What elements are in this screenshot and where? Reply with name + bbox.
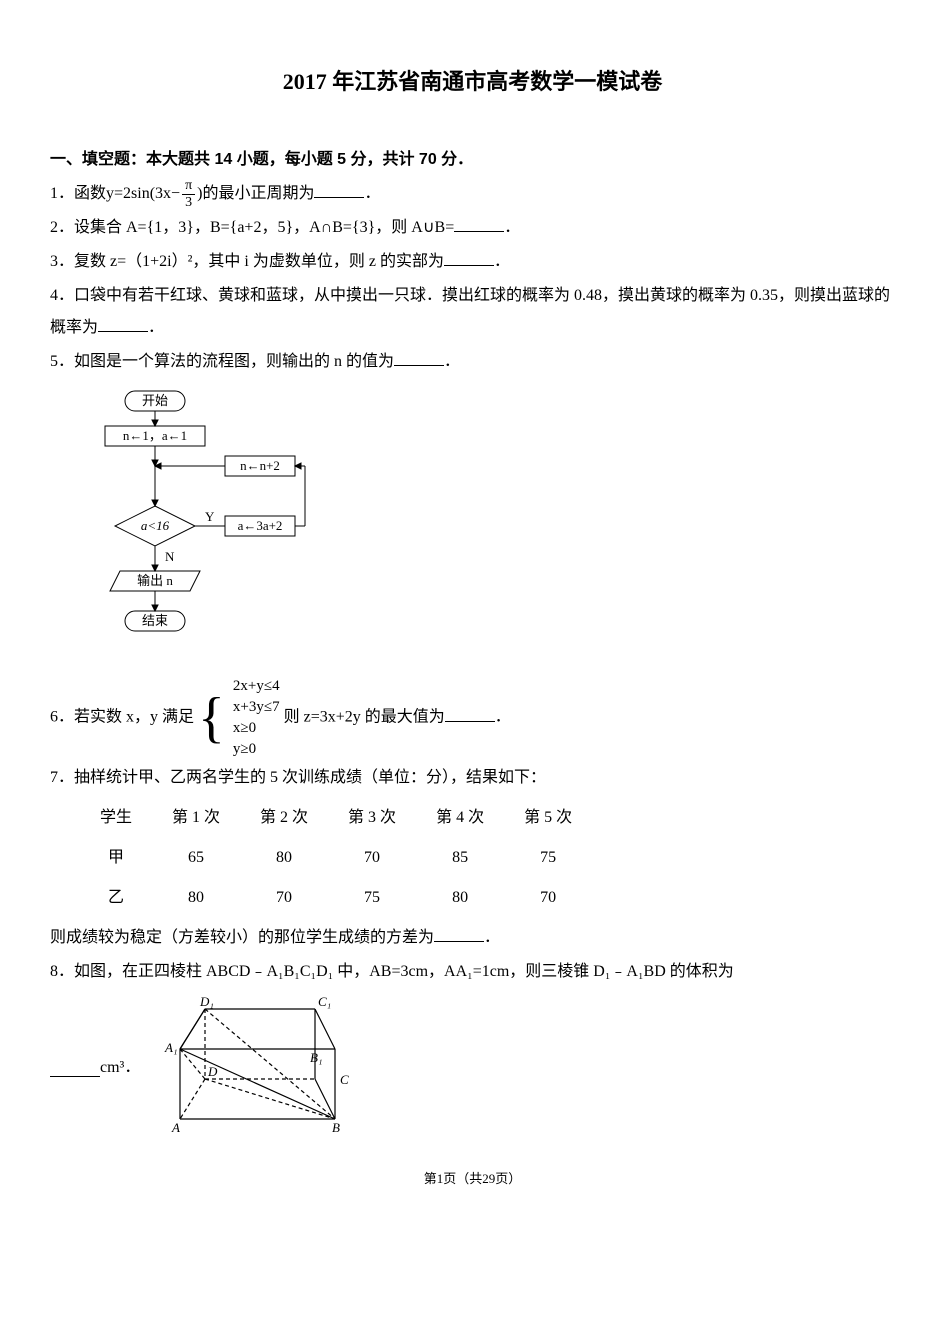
td: 75 [504,838,592,878]
score-table: 学生 第 1 次 第 2 次 第 3 次 第 4 次 第 5 次 甲 65 80… [80,798,592,918]
label-c1: C₁ [318,994,331,1009]
td: 80 [416,878,504,918]
sys-line1: 2x+y≤4 [233,676,280,697]
sys-line2: x+3y≤7 [233,697,280,718]
blank [314,181,364,198]
q6-text-b: 则 z=3x+2y 的最大值为 [284,709,445,726]
td: 70 [240,878,328,918]
question-1: 1．函数y=2sin(3x−π3)的最小正周期为 ． [50,178,895,210]
th-4: 第 4 次 [416,798,504,838]
q2-text-b: ． [504,219,520,236]
page-footer: 第1页（共29页） [50,1166,895,1192]
q5-text-b: ． [444,353,460,370]
table-row: 学生 第 1 次 第 2 次 第 3 次 第 4 次 第 5 次 [80,798,592,838]
sys-line4: y≥0 [233,739,280,760]
blank [394,349,444,366]
q4-text-b: ． [148,319,164,336]
frac-num: π [182,178,195,194]
question-7b: 则成绩较为稳定（方差较小）的那位学生成绩的方差为 ． [50,922,895,954]
question-7: 7．抽样统计甲、乙两名学生的 5 次训练成绩（单位：分），结果如下： [50,762,895,794]
th-5: 第 5 次 [504,798,592,838]
td: 甲 [80,838,152,878]
th-3: 第 3 次 [328,798,416,838]
q5-text: 5．如图是一个算法的流程图，则输出的 n 的值为 [50,353,394,370]
question-5: 5．如图是一个算法的流程图，则输出的 n 的值为 ． [50,346,895,378]
frac-den: 3 [182,195,195,210]
question-8-figure-line: cm³． [50,990,895,1146]
td: 75 [328,878,416,918]
flow-out: 输出 n [137,573,173,588]
td: 70 [504,878,592,918]
q3-text-b: ． [494,253,510,270]
question-8: 8．如图，在正四棱柱 ABCD﹣A₁B₁C₁D₁ 中，AB=3cm，AA₁=1c… [50,956,895,988]
th-student: 学生 [80,798,152,838]
th-2: 第 2 次 [240,798,328,838]
prism-figure: D₁ C₁ A₁ B₁ D C A B [160,994,360,1146]
q1-text-b: )的最小正周期为 [197,185,314,202]
td: 65 [152,838,240,878]
table-row: 乙 80 70 75 80 70 [80,878,592,918]
label-a1: A₁ [164,1040,177,1055]
q1-text-c: ． [364,185,380,202]
question-3: 3．复数 z=（1+2i）²，其中 i 为虚数单位，则 z 的实部为 ． [50,246,895,278]
blank [444,249,494,266]
flow-upd: a←3a+2 [238,518,283,533]
flowchart: 开始 n←1，a←1 n←n+2 a<16 Y a←3a+2 N 输出 n 结束 [90,386,895,668]
q3-text: 3．复数 z=（1+2i）²，其中 i 为虚数单位，则 z 的实部为 [50,253,444,270]
flow-end: 结束 [142,613,168,628]
flow-inc: n←n+2 [240,458,280,473]
q1-func: y=2sin(3x− [106,185,180,202]
q1-text-a: 1．函数 [50,185,106,202]
flow-cond: a<16 [141,518,170,533]
blank [445,705,495,722]
blank [50,1060,100,1077]
q6-text-a: 6．若实数 x，y 满足 [50,709,194,726]
q4-text: 4．口袋中有若干红球、黄球和蓝球，从中摸出一只球．摸出红球的概率为 0.48，摸… [50,287,890,336]
label-a: A [171,1120,180,1134]
label-d: D [207,1064,218,1079]
flow-init: n←1，a←1 [123,428,187,443]
flow-n: N [165,549,175,564]
sys-line3: x≥0 [233,718,280,739]
flow-y: Y [205,509,215,524]
td: 乙 [80,878,152,918]
label-b1: B₁ [310,1050,322,1065]
table-row: 甲 65 80 70 85 75 [80,838,592,878]
question-4: 4．口袋中有若干红球、黄球和蓝球，从中摸出一只球．摸出红球的概率为 0.48，摸… [50,280,895,344]
th-1: 第 1 次 [152,798,240,838]
q1-fraction: π3 [182,178,195,210]
q6-system: { 2x+y≤4 x+3y≤7 x≥0 y≥0 [198,676,280,760]
label-d1: D₁ [199,994,214,1009]
q7c-text: ． [484,929,500,946]
label-b: B [332,1120,340,1134]
flow-start: 开始 [142,393,168,408]
question-6: 6．若实数 x，y 满足 { 2x+y≤4 x+3y≤7 x≥0 y≥0 则 z… [50,676,895,760]
blank [98,315,148,332]
page-title: 2017 年江苏省南通市高考数学一模试卷 [50,60,895,104]
blank [454,215,504,232]
left-brace-icon: { [198,690,225,746]
td: 70 [328,838,416,878]
td: 80 [152,878,240,918]
q2-text: 2．设集合 A={1，3}，B={a+2，5}，A∩B={3}，则 A∪B= [50,219,454,236]
system-content: 2x+y≤4 x+3y≤7 x≥0 y≥0 [229,676,280,760]
q6-text-c: ． [495,709,511,726]
td: 80 [240,838,328,878]
question-2: 2．设集合 A={1，3}，B={a+2，5}，A∩B={3}，则 A∪B= ． [50,212,895,244]
td: 85 [416,838,504,878]
label-c: C [340,1072,349,1087]
blank [434,925,484,942]
q7b-text: 则成绩较为稳定（方差较小）的那位学生成绩的方差为 [50,929,434,946]
section-header: 一、填空题：本大题共 14 小题，每小题 5 分，共计 70 分． [50,144,895,176]
q8-unit: cm³． [100,1052,140,1084]
